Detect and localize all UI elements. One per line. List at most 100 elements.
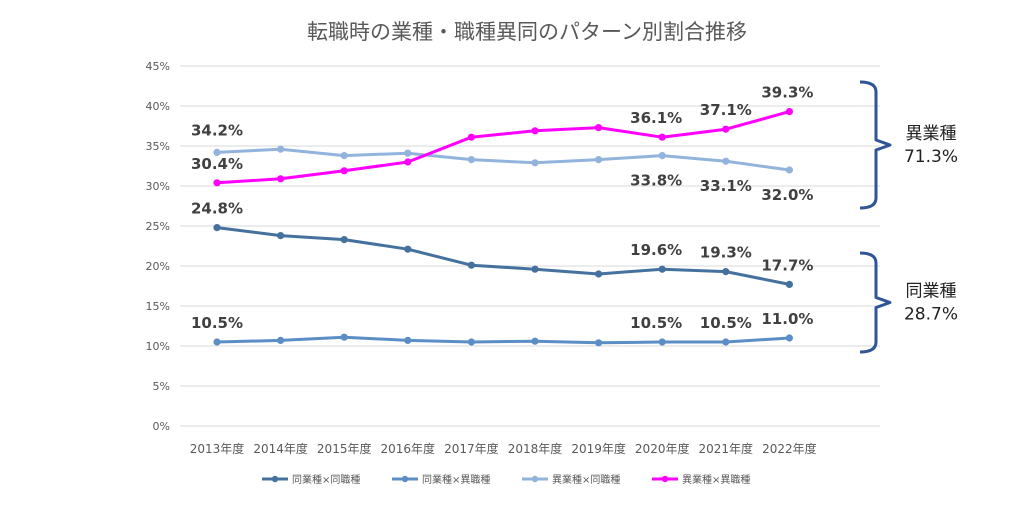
series-line: [216, 147, 790, 172]
legend-label: 異業種×異職種: [682, 473, 750, 486]
data-point: [595, 124, 603, 132]
data-point: [785, 166, 794, 174]
x-tick-label: 2022年度: [762, 441, 817, 456]
legend: 同業種×同職種 同業種×異職種 異業種×同職種 異業種×異職種: [262, 473, 750, 486]
legend-marker: [531, 475, 539, 483]
data-point: [340, 236, 348, 244]
legend-marker: [661, 475, 669, 483]
data-point: [277, 175, 285, 183]
x-tick-label: 2013年度: [190, 441, 245, 456]
series-line: [216, 226, 790, 286]
data-point: [722, 125, 730, 133]
data-point: [785, 108, 794, 116]
data-point: [277, 232, 285, 240]
data-point: [722, 268, 730, 276]
data-label: 34.2%: [191, 121, 243, 139]
bracket: [859, 80, 892, 210]
data-point: [213, 224, 221, 232]
data-point: [467, 261, 475, 269]
bracket-value: 71.3%: [904, 147, 958, 167]
x-tick-label: 2015年度: [317, 441, 372, 456]
x-tick-label: 2018年度: [508, 441, 563, 456]
data-point: [658, 152, 666, 160]
data-label: 39.3%: [761, 84, 813, 102]
data-point: [531, 159, 539, 167]
bracket-label: 同業種: [906, 282, 957, 302]
series-line: [216, 110, 790, 185]
x-tick-label: 2014年度: [253, 441, 308, 456]
data-point: [467, 133, 475, 141]
data-label: 33.1%: [700, 177, 752, 195]
data-label: 10.5%: [191, 314, 243, 332]
y-tick-label: 25%: [146, 220, 170, 233]
data-point: [340, 333, 348, 341]
y-axis-ticks: 0% 5% 10% 15% 20% 25% 30% 35% 40% 45%: [146, 60, 170, 433]
data-point: [404, 149, 412, 157]
gridlines: [180, 65, 880, 427]
data-point: [340, 167, 348, 175]
chart-title: 転職時の業種・職種異同のパターン別割合推移: [307, 20, 747, 44]
data-label: 11.0%: [761, 310, 813, 328]
y-tick-label: 10%: [146, 340, 170, 353]
data-point: [531, 265, 539, 273]
data-label: 33.8%: [630, 172, 682, 190]
y-tick-label: 0%: [153, 420, 170, 433]
data-label: 32.0%: [761, 186, 813, 204]
bracket-label: 異業種: [906, 124, 957, 144]
y-tick-label: 15%: [146, 300, 170, 313]
y-tick-label: 5%: [153, 380, 170, 393]
x-tick-label: 2016年度: [381, 441, 436, 456]
data-point: [658, 133, 666, 141]
series-lines: [213, 108, 794, 347]
legend-label: 異業種×同職種: [552, 473, 620, 486]
data-point: [467, 156, 475, 164]
data-point: [785, 280, 794, 288]
x-tick-label: 2020年度: [635, 441, 690, 456]
data-point: [277, 336, 285, 344]
x-tick-label: 2019年度: [571, 441, 626, 456]
x-axis-ticks: 2013年度 2014年度 2015年度 2016年度 2017年度 2018年度 2019…: [190, 441, 817, 456]
data-label: 17.7%: [761, 256, 813, 274]
legend-label: 同業種×同職種: [292, 473, 360, 486]
series-line: [216, 335, 790, 345]
data-point: [531, 337, 539, 345]
bracket-value: 28.7%: [904, 305, 958, 325]
y-tick-label: 45%: [146, 60, 170, 73]
legend-marker: [401, 475, 409, 483]
legend-marker: [271, 475, 279, 483]
x-tick-label: 2017年度: [444, 441, 499, 456]
data-label: 10.5%: [630, 314, 682, 332]
data-point: [722, 157, 730, 165]
data-label: 37.1%: [700, 101, 752, 119]
data-point: [404, 158, 412, 166]
data-label: 19.3%: [700, 244, 752, 262]
data-point: [277, 145, 285, 153]
data-label: 30.4%: [191, 155, 243, 173]
data-point: [340, 152, 348, 160]
data-label: 24.8%: [191, 200, 243, 218]
data-point: [658, 338, 666, 346]
data-point: [213, 148, 221, 156]
y-tick-label: 30%: [146, 180, 170, 193]
data-point: [213, 338, 221, 346]
data-point: [467, 338, 475, 346]
data-point: [722, 338, 730, 346]
data-label: 36.1%: [630, 109, 682, 127]
data-labels: 24.8% 19.6% 19.3% 17.7% 10.5% 10.5% 10.5% 11.0%…: [191, 84, 813, 332]
data-point: [658, 265, 666, 273]
bracket: [859, 251, 892, 354]
data-point: [213, 179, 221, 187]
y-tick-label: 35%: [146, 140, 170, 153]
data-label: 19.6%: [630, 241, 682, 259]
data-point: [595, 270, 603, 278]
y-tick-label: 40%: [146, 100, 170, 113]
annotation-brackets: 異業種 71.3% 同業種 28.7%: [859, 80, 958, 354]
data-point: [404, 245, 412, 253]
data-point: [404, 336, 412, 344]
data-point: [785, 334, 794, 342]
data-point: [531, 127, 539, 135]
x-tick-label: 2021年度: [699, 441, 754, 456]
data-label: 10.5%: [700, 314, 752, 332]
data-point: [595, 339, 603, 347]
